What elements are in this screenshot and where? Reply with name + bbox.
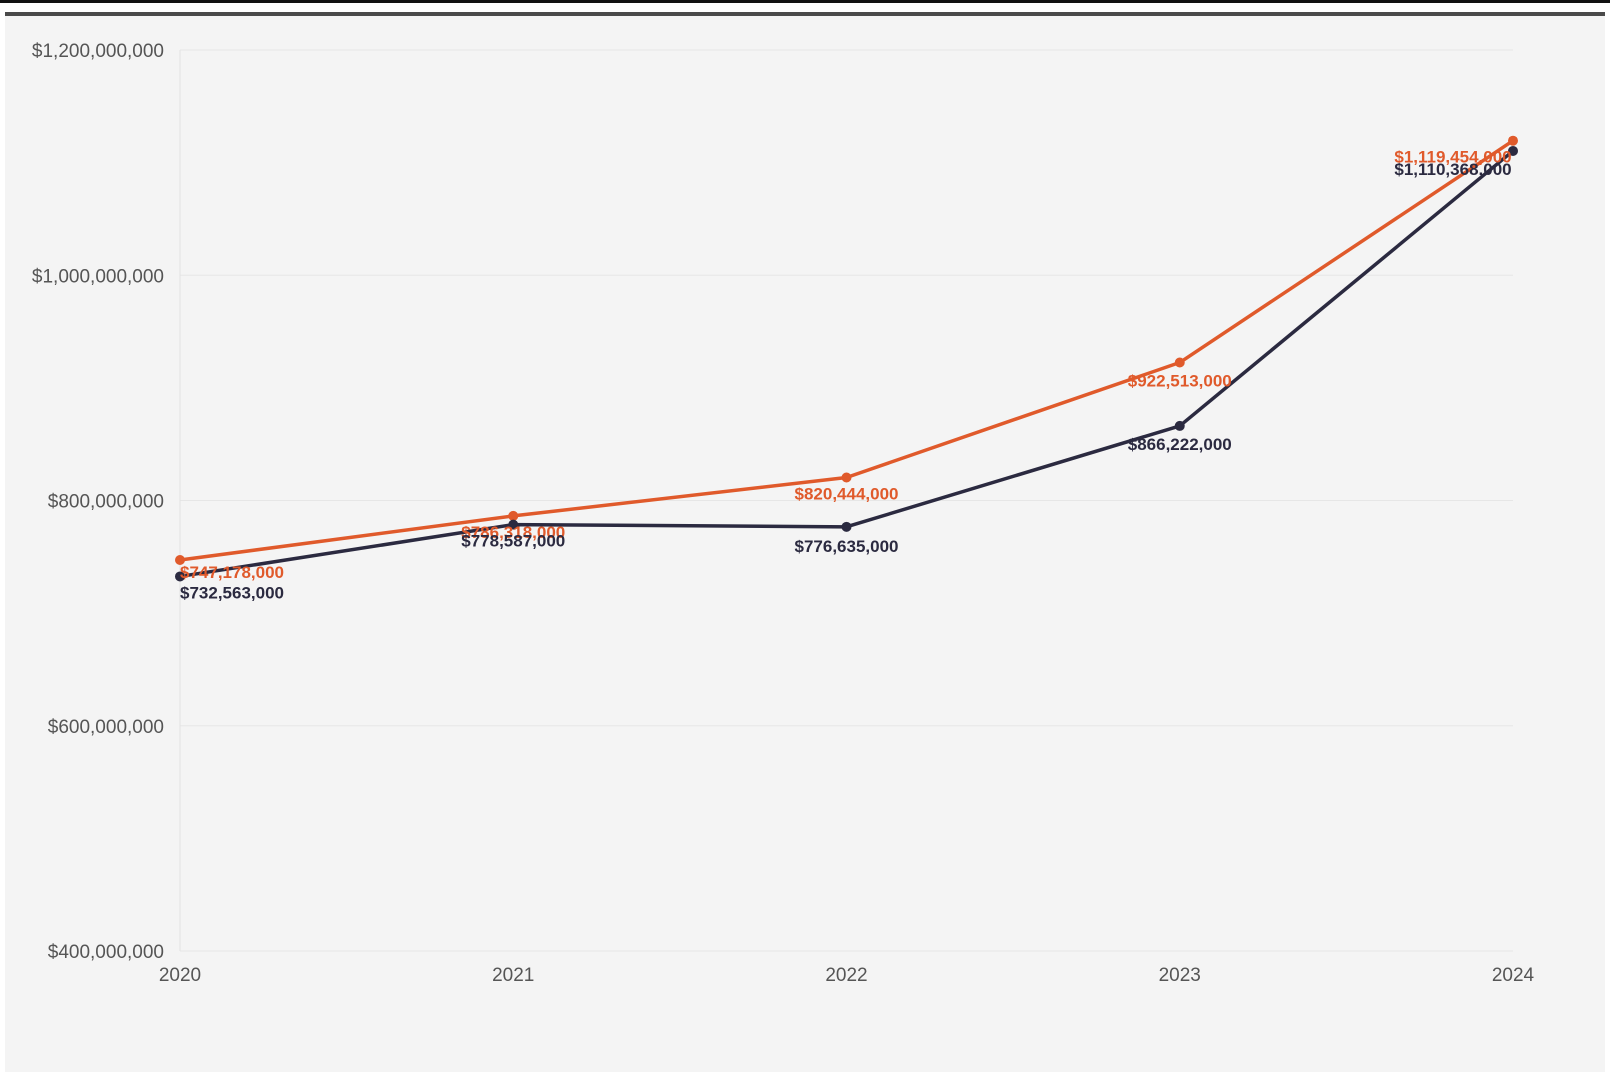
x-tick-label: 2023 (1159, 965, 1201, 986)
x-tick-label: 2024 (1492, 965, 1535, 986)
data-label: $922,513,000 (1128, 372, 1232, 391)
data-point (508, 510, 519, 521)
y-tick-label: $600,000,000 (48, 717, 164, 738)
y-tick-label: $1,000,000,000 (32, 266, 164, 287)
data-point (1508, 135, 1518, 146)
data-label: $1,110,368,000 (1394, 160, 1511, 179)
top-border-rule (0, 0, 1610, 3)
data-point (508, 519, 519, 530)
data-label: $820,444,000 (795, 484, 899, 503)
chart-panel: $400,000,000 $600,000,000 $800,000,000 $1,0… (5, 16, 1605, 1072)
line-chart: $400,000,000 $600,000,000 $800,000,000 $1,0… (32, 41, 1535, 986)
x-tick-label: 2020 (159, 965, 201, 986)
data-point (1174, 420, 1185, 431)
top-border-rule-secondary (5, 12, 1605, 16)
data-point (175, 554, 185, 565)
data-label: $866,222,000 (1128, 435, 1232, 454)
y-tick-label: $1,200,000,000 (32, 41, 164, 62)
data-point (1508, 145, 1518, 156)
x-tick-label: 2022 (825, 965, 867, 986)
x-tick-label: 2021 (492, 965, 534, 986)
y-tick-label: $400,000,000 (48, 942, 164, 963)
data-point (1174, 357, 1185, 368)
series-line-2 (179, 149, 1515, 579)
data-label: $1,119,454,000 (1394, 148, 1511, 167)
data-label: $747,178,000 (180, 563, 284, 582)
data-point (841, 472, 852, 483)
y-tick-label: $800,000,000 (48, 492, 164, 513)
data-label: $732,563,000 (180, 583, 284, 602)
data-label: $776,635,000 (795, 537, 899, 556)
data-label: $778,587,000 (461, 532, 565, 551)
data-label: $786,318,000 (461, 523, 565, 542)
data-point (841, 521, 852, 532)
data-point (175, 571, 185, 582)
